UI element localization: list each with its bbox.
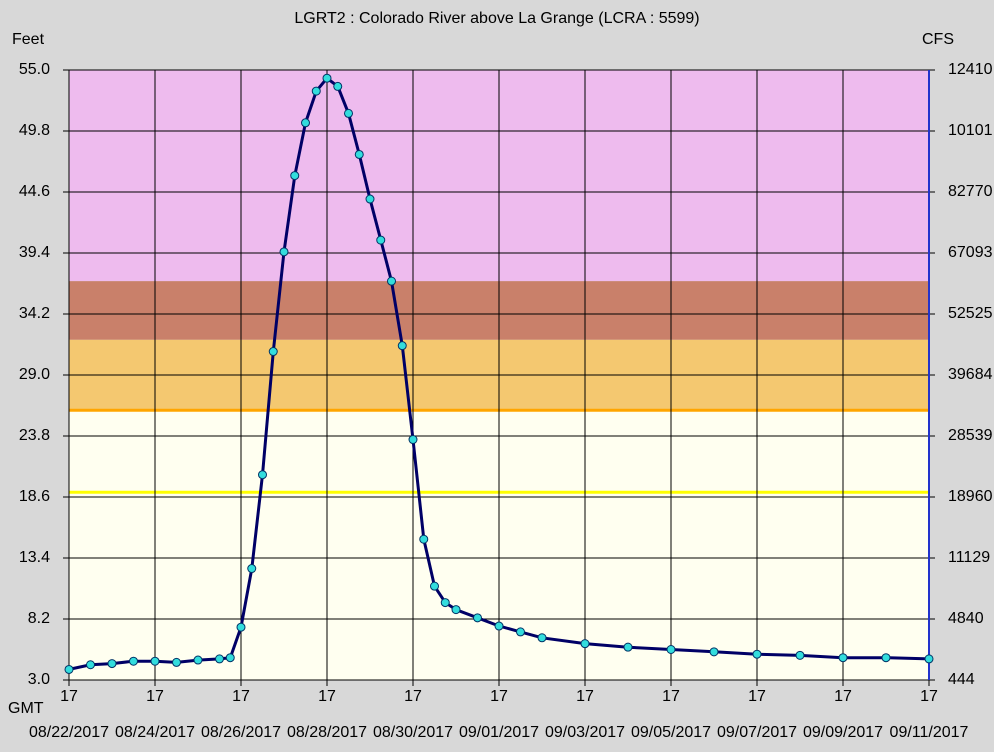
- x-tick-hour: 17: [490, 688, 508, 705]
- data-point: [193, 655, 203, 665]
- data-point: [150, 656, 160, 666]
- y-tick-label: 29.0: [19, 366, 50, 383]
- x-tick-label: 08/22/2017: [29, 724, 109, 741]
- data-point: [494, 621, 504, 631]
- y-tick-label: 55.0: [19, 61, 50, 78]
- y-tick-label: 23.8: [19, 427, 50, 444]
- data-point: [440, 598, 450, 608]
- x-tick-label: 08/30/2017: [373, 724, 453, 741]
- x-tick-label: 08/28/2017: [287, 724, 367, 741]
- x-tick-hour: 17: [404, 688, 422, 705]
- data-point: [666, 645, 676, 654]
- y-tick-label: 49.8: [19, 122, 50, 139]
- data-point: [473, 613, 482, 623]
- y-axis-label: Feet: [12, 31, 45, 48]
- data-point: [408, 435, 418, 445]
- chart-title: LGRT2 : Colorado River above La Grange (…: [294, 10, 699, 27]
- y-tick-label: 18.6: [19, 488, 50, 505]
- data-point: [623, 642, 633, 652]
- y-tick-label: 8.2: [28, 610, 50, 627]
- y2-tick-label: 4840: [948, 610, 984, 627]
- data-point: [225, 653, 235, 663]
- y-tick-label: 13.4: [19, 549, 50, 566]
- y-tick-label: 39.4: [19, 244, 50, 261]
- data-point: [172, 657, 181, 667]
- data-point: [64, 664, 74, 674]
- y2-tick-label: 28539: [948, 427, 993, 444]
- data-point: [924, 654, 934, 664]
- data-point: [311, 86, 321, 96]
- data-point: [365, 194, 375, 204]
- y2-tick-label: 67093: [948, 244, 993, 261]
- data-point: [86, 660, 95, 670]
- x-tick-hour: 17: [920, 688, 938, 705]
- y-tick-label: 44.6: [19, 183, 50, 200]
- x-tick-hour: 17: [146, 688, 164, 705]
- data-point: [247, 564, 257, 574]
- data-point: [301, 118, 310, 128]
- data-point: [279, 247, 289, 257]
- x-tick-label: 09/05/2017: [631, 724, 711, 741]
- y2-tick-label: 11129: [948, 549, 990, 566]
- data-point: [236, 622, 246, 632]
- data-point: [387, 276, 396, 286]
- y2-tick-label: 52525: [948, 305, 993, 322]
- data-point: [290, 171, 300, 181]
- data-point: [881, 653, 891, 663]
- x-tick-label: 09/09/2017: [803, 724, 883, 741]
- x-tick-label: 09/01/2017: [459, 724, 539, 741]
- x-tick-label: 08/26/2017: [201, 724, 281, 741]
- data-point: [838, 653, 848, 663]
- y-tick-label: 34.2: [19, 305, 50, 322]
- x-tick-hour: 17: [318, 688, 336, 705]
- data-point: [258, 470, 267, 480]
- x-tick-hour: 17: [60, 688, 78, 705]
- x-tick-hour: 17: [232, 688, 250, 705]
- x-axis-label: GMT: [8, 700, 44, 717]
- data-point: [430, 581, 439, 591]
- x-tick-label: 09/03/2017: [545, 724, 625, 741]
- data-point: [795, 650, 805, 660]
- data-point: [580, 639, 590, 649]
- x-tick-label: 08/24/2017: [115, 724, 195, 741]
- y2-tick-label: 12410: [948, 61, 993, 78]
- x-tick-label: 09/07/2017: [717, 724, 797, 741]
- data-point: [107, 659, 117, 669]
- x-tick-label: 09/11/2017: [890, 724, 969, 741]
- x-tick-hour: 17: [748, 688, 766, 705]
- y2-tick-label: 82770: [948, 183, 993, 200]
- data-point: [322, 73, 332, 83]
- data-point: [344, 108, 353, 118]
- x-tick-hour: 17: [834, 688, 852, 705]
- data-point: [354, 149, 364, 159]
- y2-axis-label: CFS: [922, 31, 954, 48]
- data-point: [451, 605, 461, 615]
- data-point: [516, 627, 525, 637]
- y-tick-label: 3.0: [28, 671, 50, 688]
- data-point: [376, 235, 386, 245]
- data-point: [537, 633, 547, 643]
- data-point: [215, 654, 224, 664]
- data-point: [709, 647, 719, 657]
- data-point: [397, 341, 407, 351]
- data-point: [419, 534, 429, 544]
- y2-tick-label: 444: [948, 671, 975, 688]
- y2-tick-label: 18960: [948, 488, 993, 505]
- x-tick-hour: 17: [576, 688, 594, 705]
- y2-tick-label: 10101: [948, 122, 993, 139]
- data-point: [268, 347, 278, 357]
- data-point: [752, 649, 762, 659]
- x-tick-hour: 17: [662, 688, 680, 705]
- y2-tick-label: 39684: [948, 366, 993, 383]
- data-point: [129, 656, 138, 666]
- data-point: [333, 81, 343, 91]
